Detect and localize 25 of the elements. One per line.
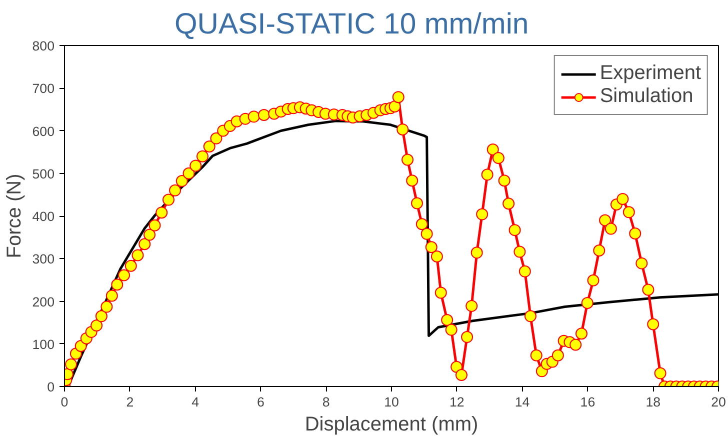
x-tick-label: 4 bbox=[192, 394, 200, 410]
y-axis-title: Force (N) bbox=[3, 174, 26, 258]
y-tick-label: 700 bbox=[32, 81, 55, 96]
y-tick-label: 300 bbox=[32, 252, 55, 267]
y-tick-label: 500 bbox=[32, 166, 55, 182]
x-axis-title: Displacement (mm) bbox=[304, 414, 478, 436]
x-tick-label: 14 bbox=[514, 394, 530, 410]
legend-label: Experiment bbox=[600, 62, 701, 85]
x-tick-label: 10 bbox=[384, 394, 399, 410]
y-tick-label: 100 bbox=[32, 336, 55, 352]
y-tick-label: 200 bbox=[32, 294, 55, 310]
x-tick-label: 18 bbox=[646, 394, 661, 410]
x-tick-label: 8 bbox=[322, 394, 330, 410]
y-tick-label: 400 bbox=[32, 209, 55, 224]
y-tick-label: 0 bbox=[47, 380, 55, 394]
legend-label: Simulation bbox=[600, 85, 694, 108]
y-tick-label: 600 bbox=[32, 124, 55, 139]
y-tick-label: 800 bbox=[32, 38, 55, 54]
x-tick-label: 12 bbox=[449, 394, 464, 410]
x-tick-label: 2 bbox=[126, 394, 134, 410]
chart-title: QUASI-STATIC 10 mm/min bbox=[174, 8, 529, 40]
x-tick-label: 0 bbox=[60, 394, 68, 410]
x-tick-label: 16 bbox=[580, 394, 596, 410]
x-tick-label: 20 bbox=[711, 394, 726, 410]
x-tick-label: 6 bbox=[256, 394, 264, 410]
